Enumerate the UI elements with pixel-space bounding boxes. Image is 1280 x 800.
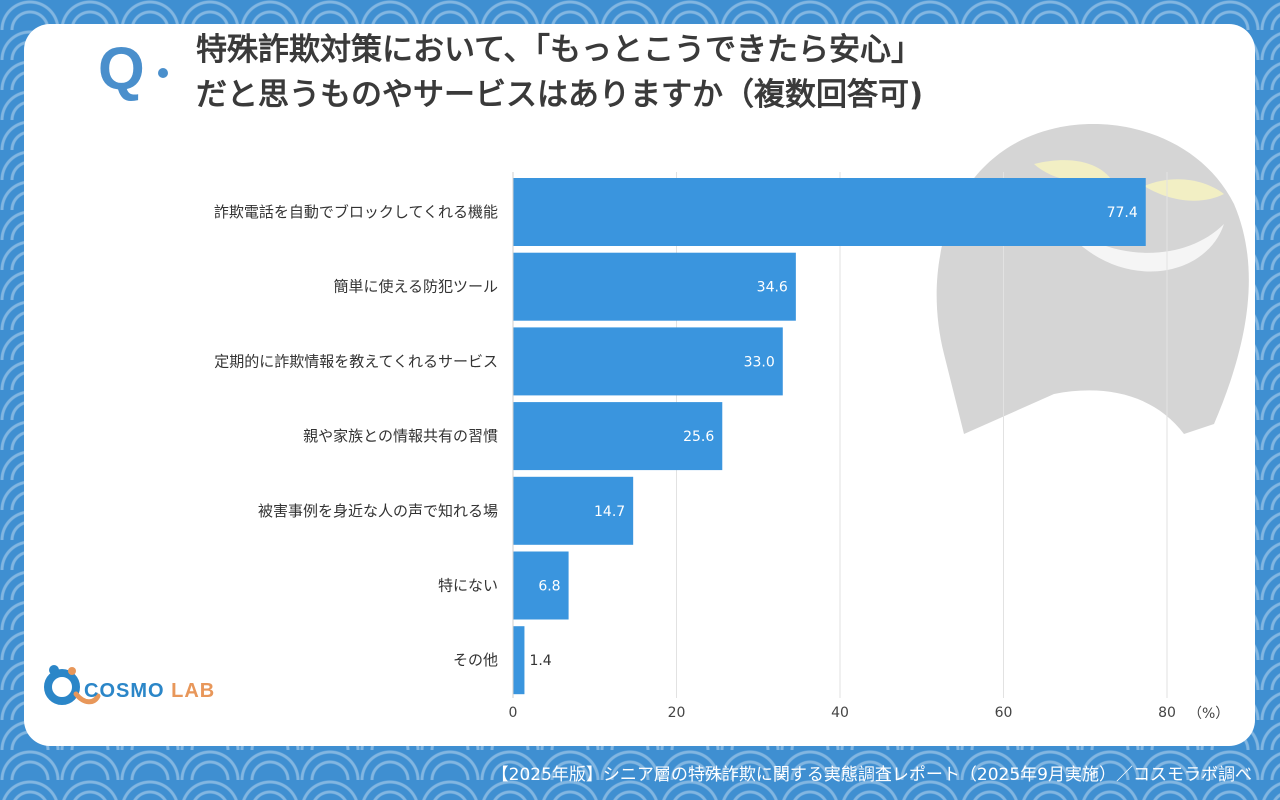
value-label-3: 25.6 [683, 429, 714, 445]
value-label-4: 14.7 [594, 504, 625, 520]
bar-3 [513, 402, 723, 471]
value-label-2: 33.0 [744, 354, 775, 370]
logo-cosmo: COSMO [84, 680, 165, 702]
category-label-2: 定期的に詐欺情報を教えてくれるサービス [214, 352, 498, 370]
value-label-1: 34.6 [757, 280, 788, 296]
category-label-4: 被害事例を身近な人の声で知れる場 [258, 502, 498, 520]
x-tick-label-1: 20 [668, 705, 686, 721]
footer-source: 【2025年版】シニア層の特殊詐欺に関する実態調査レポート（2025年9月実施）… [491, 765, 1252, 785]
x-tick-label-0: 0 [509, 705, 518, 721]
bar-2 [513, 327, 783, 396]
x-tick-label-2: 40 [831, 705, 849, 721]
bar-6 [513, 626, 525, 695]
bar-4 [513, 476, 634, 545]
question-dot [158, 68, 168, 78]
logo-lab: LAB [171, 680, 216, 702]
question-line-1: 特殊詐欺対策において、「もっとこうできたら安心」 [196, 32, 923, 68]
bar-5 [513, 551, 569, 620]
x-unit-label: （%） [1188, 706, 1229, 722]
category-label-1: 簡単に使える防犯ツール [333, 278, 498, 296]
value-label-6: 1.4 [529, 653, 551, 669]
question-title: 特殊詐欺対策において、「もっとこうできたら安心」 だと思うものやサービスはありま… [196, 28, 1196, 118]
card [24, 24, 1255, 746]
value-label-0: 77.4 [1107, 205, 1138, 221]
value-label-5: 6.8 [538, 579, 560, 595]
question-mark-label: Q [98, 35, 145, 102]
bar-0 [513, 178, 1146, 246]
x-tick-label-4: 80 [1158, 705, 1176, 721]
question-line-2: だと思うものやサービスはありますか（複数回答可) [196, 77, 924, 113]
logo-text: COSMO LAB [84, 680, 215, 703]
category-label-0: 詐欺電話を自動でブロックしてくれる機能 [214, 203, 498, 221]
category-label-6: その他 [453, 651, 498, 669]
x-tick-label-3: 60 [995, 705, 1013, 721]
cosmo-lab-logo-icon [44, 665, 101, 705]
category-label-5: 特にない [438, 577, 498, 595]
bar-1 [513, 252, 796, 321]
category-label-3: 親や家族との情報共有の習慣 [303, 427, 498, 445]
